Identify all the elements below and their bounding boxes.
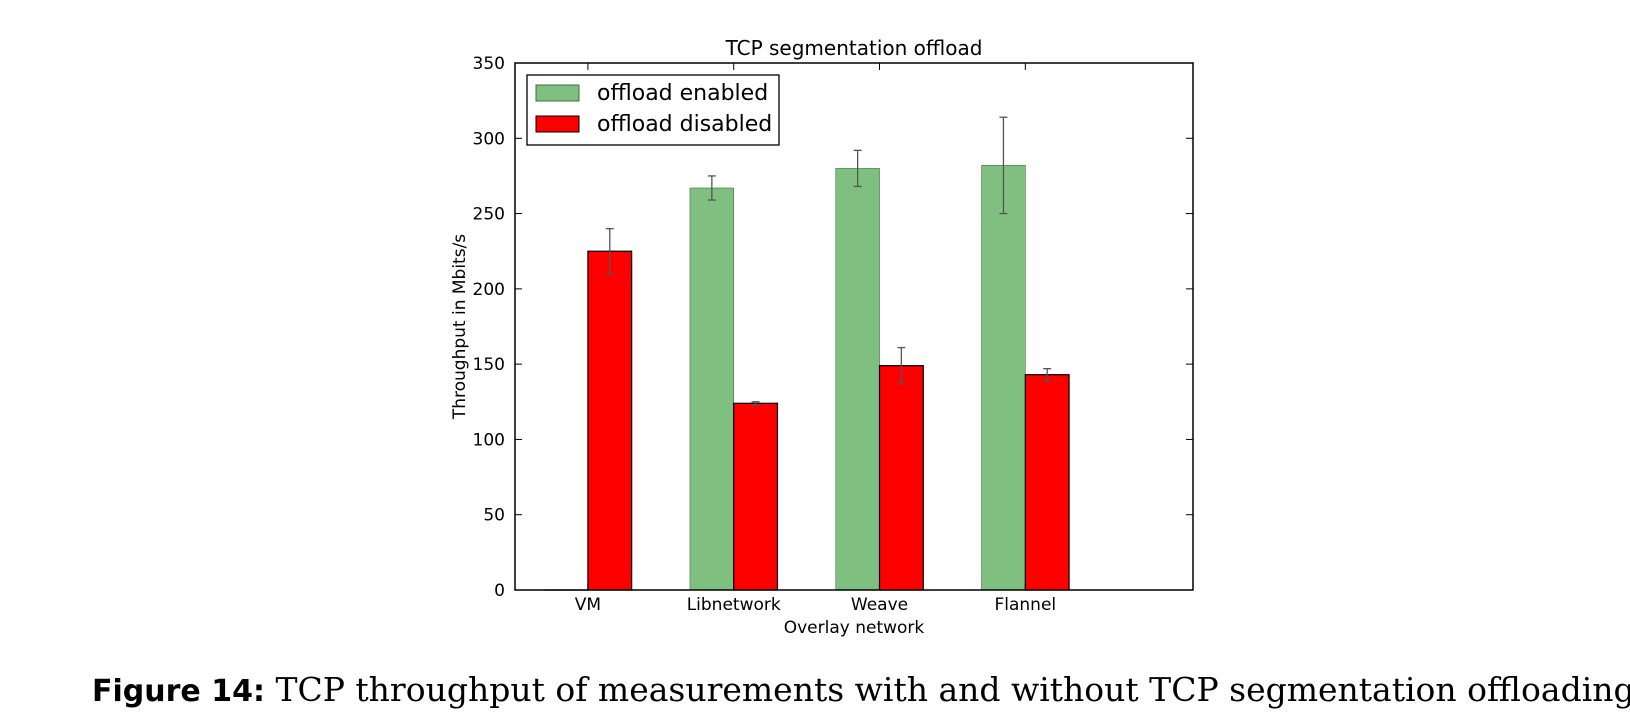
bar-enabled-libnetwork [689,187,735,591]
error-bar-enabled-libnetwork [707,175,716,201]
bar-disabled-flannel [1024,374,1070,591]
x-tick-label: Flannel [994,595,1056,615]
bar-chart: 0 50 100 150 200 250 300 350 VM Libnetwork Weave F… [450,36,1194,638]
y-tick-label: 100 [473,430,505,450]
y-tick-label: 250 [473,205,505,225]
x-axis: VM Libnetwork Weave Flannel [575,63,1056,615]
x-tick-label: Weave [851,595,908,615]
legend-label: offload disabled [597,112,772,137]
legend: offload enabled offload disabled [526,74,780,146]
error-bar-disabled-weave [897,346,906,385]
y-tick-label: 0 [494,581,505,601]
y-tick-label: 350 [473,54,505,74]
figure-caption: Figure 14: TCP throughput of measurement… [92,668,1630,714]
y-tick-label: 300 [473,129,505,149]
caption-text: TCP throughput of measurements with and … [275,670,1630,709]
bar-disabled-vm [587,250,633,591]
error-bars-layer [605,116,1052,406]
error-bar-disabled-vm [605,227,614,275]
bar-disabled-weave [878,365,924,591]
bar-disabled-libnetwork [733,402,779,591]
bar-enabled-flannel [981,165,1026,591]
x-tick-label: Libnetwork [687,595,781,615]
y-tick-label: 200 [473,280,505,300]
error-bar-enabled-flannel [999,116,1008,215]
plot-frame [514,62,1194,591]
error-bar-disabled-flannel [1043,368,1052,382]
legend-swatch [535,84,580,102]
error-bar-disabled-libnetwork [751,401,760,406]
x-tick-label: VM [575,595,601,615]
bar-enabled-weave [835,168,880,591]
y-axis-label: Throughput in Mbits/s [450,234,470,420]
x-axis-label: Overlay network [784,618,925,638]
y-tick-label: 150 [473,355,505,375]
bars-layer [544,165,1070,591]
legend-label: offload enabled [597,81,768,106]
y-axis: 0 50 100 150 200 250 300 350 [473,54,1193,601]
chart-title: TCP segmentation offload [725,36,983,60]
y-tick-label: 50 [483,506,505,526]
legend-swatch [535,115,580,133]
caption-label: Figure 14: [92,674,265,709]
error-bar-enabled-weave [853,149,862,188]
